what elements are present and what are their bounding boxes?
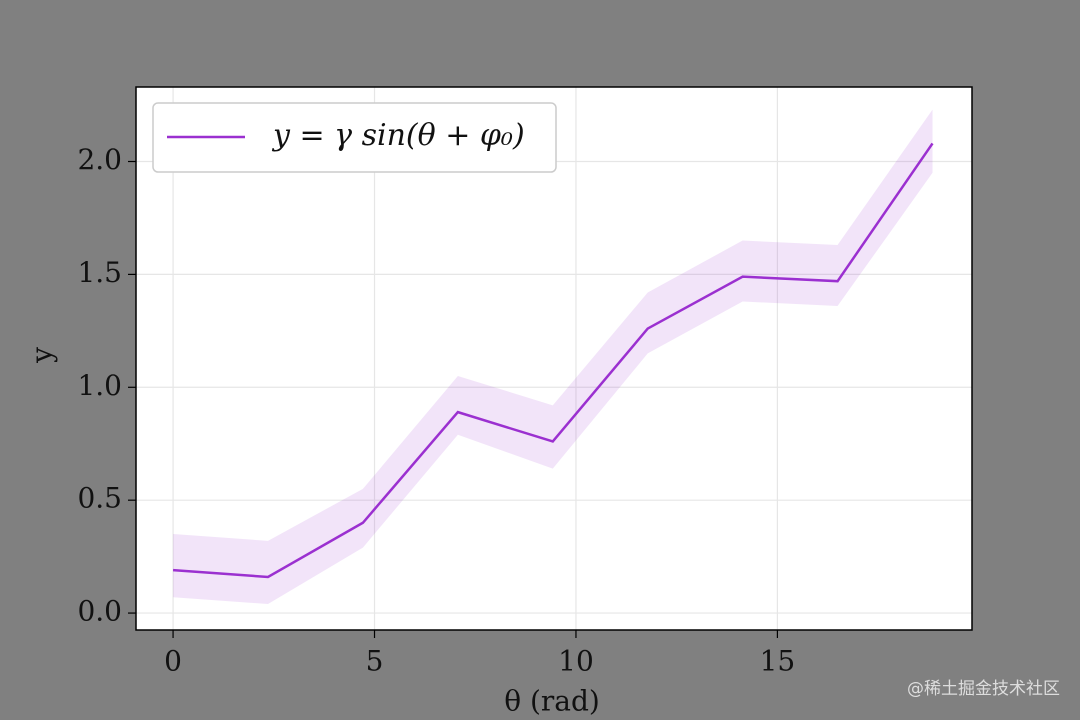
legend-box [152, 102, 557, 173]
plot-frame [135, 86, 973, 631]
y-tick-label: 1.5 [77, 256, 122, 289]
x-tick-label: 15 [760, 645, 796, 678]
y-axis-label: y [26, 347, 59, 364]
y-tick-label: 0.5 [77, 482, 122, 515]
legend-label: y = γ sin(θ + φ₀) [271, 118, 525, 153]
watermark: @稀土掘金技术社区 [907, 679, 1060, 699]
y-tick-label: 0.0 [77, 595, 122, 628]
x-tick-label: 10 [558, 645, 594, 678]
plot-area [136, 87, 972, 630]
x-axis-label: θ (rad) [504, 685, 600, 718]
x-tick-label: 0 [164, 645, 182, 678]
y-tick-label: 1.0 [77, 369, 122, 402]
y-tick-label: 2.0 [77, 143, 122, 176]
confidence-band [173, 109, 933, 605]
x-tick-label: 5 [366, 645, 384, 678]
line [172, 142, 934, 579]
